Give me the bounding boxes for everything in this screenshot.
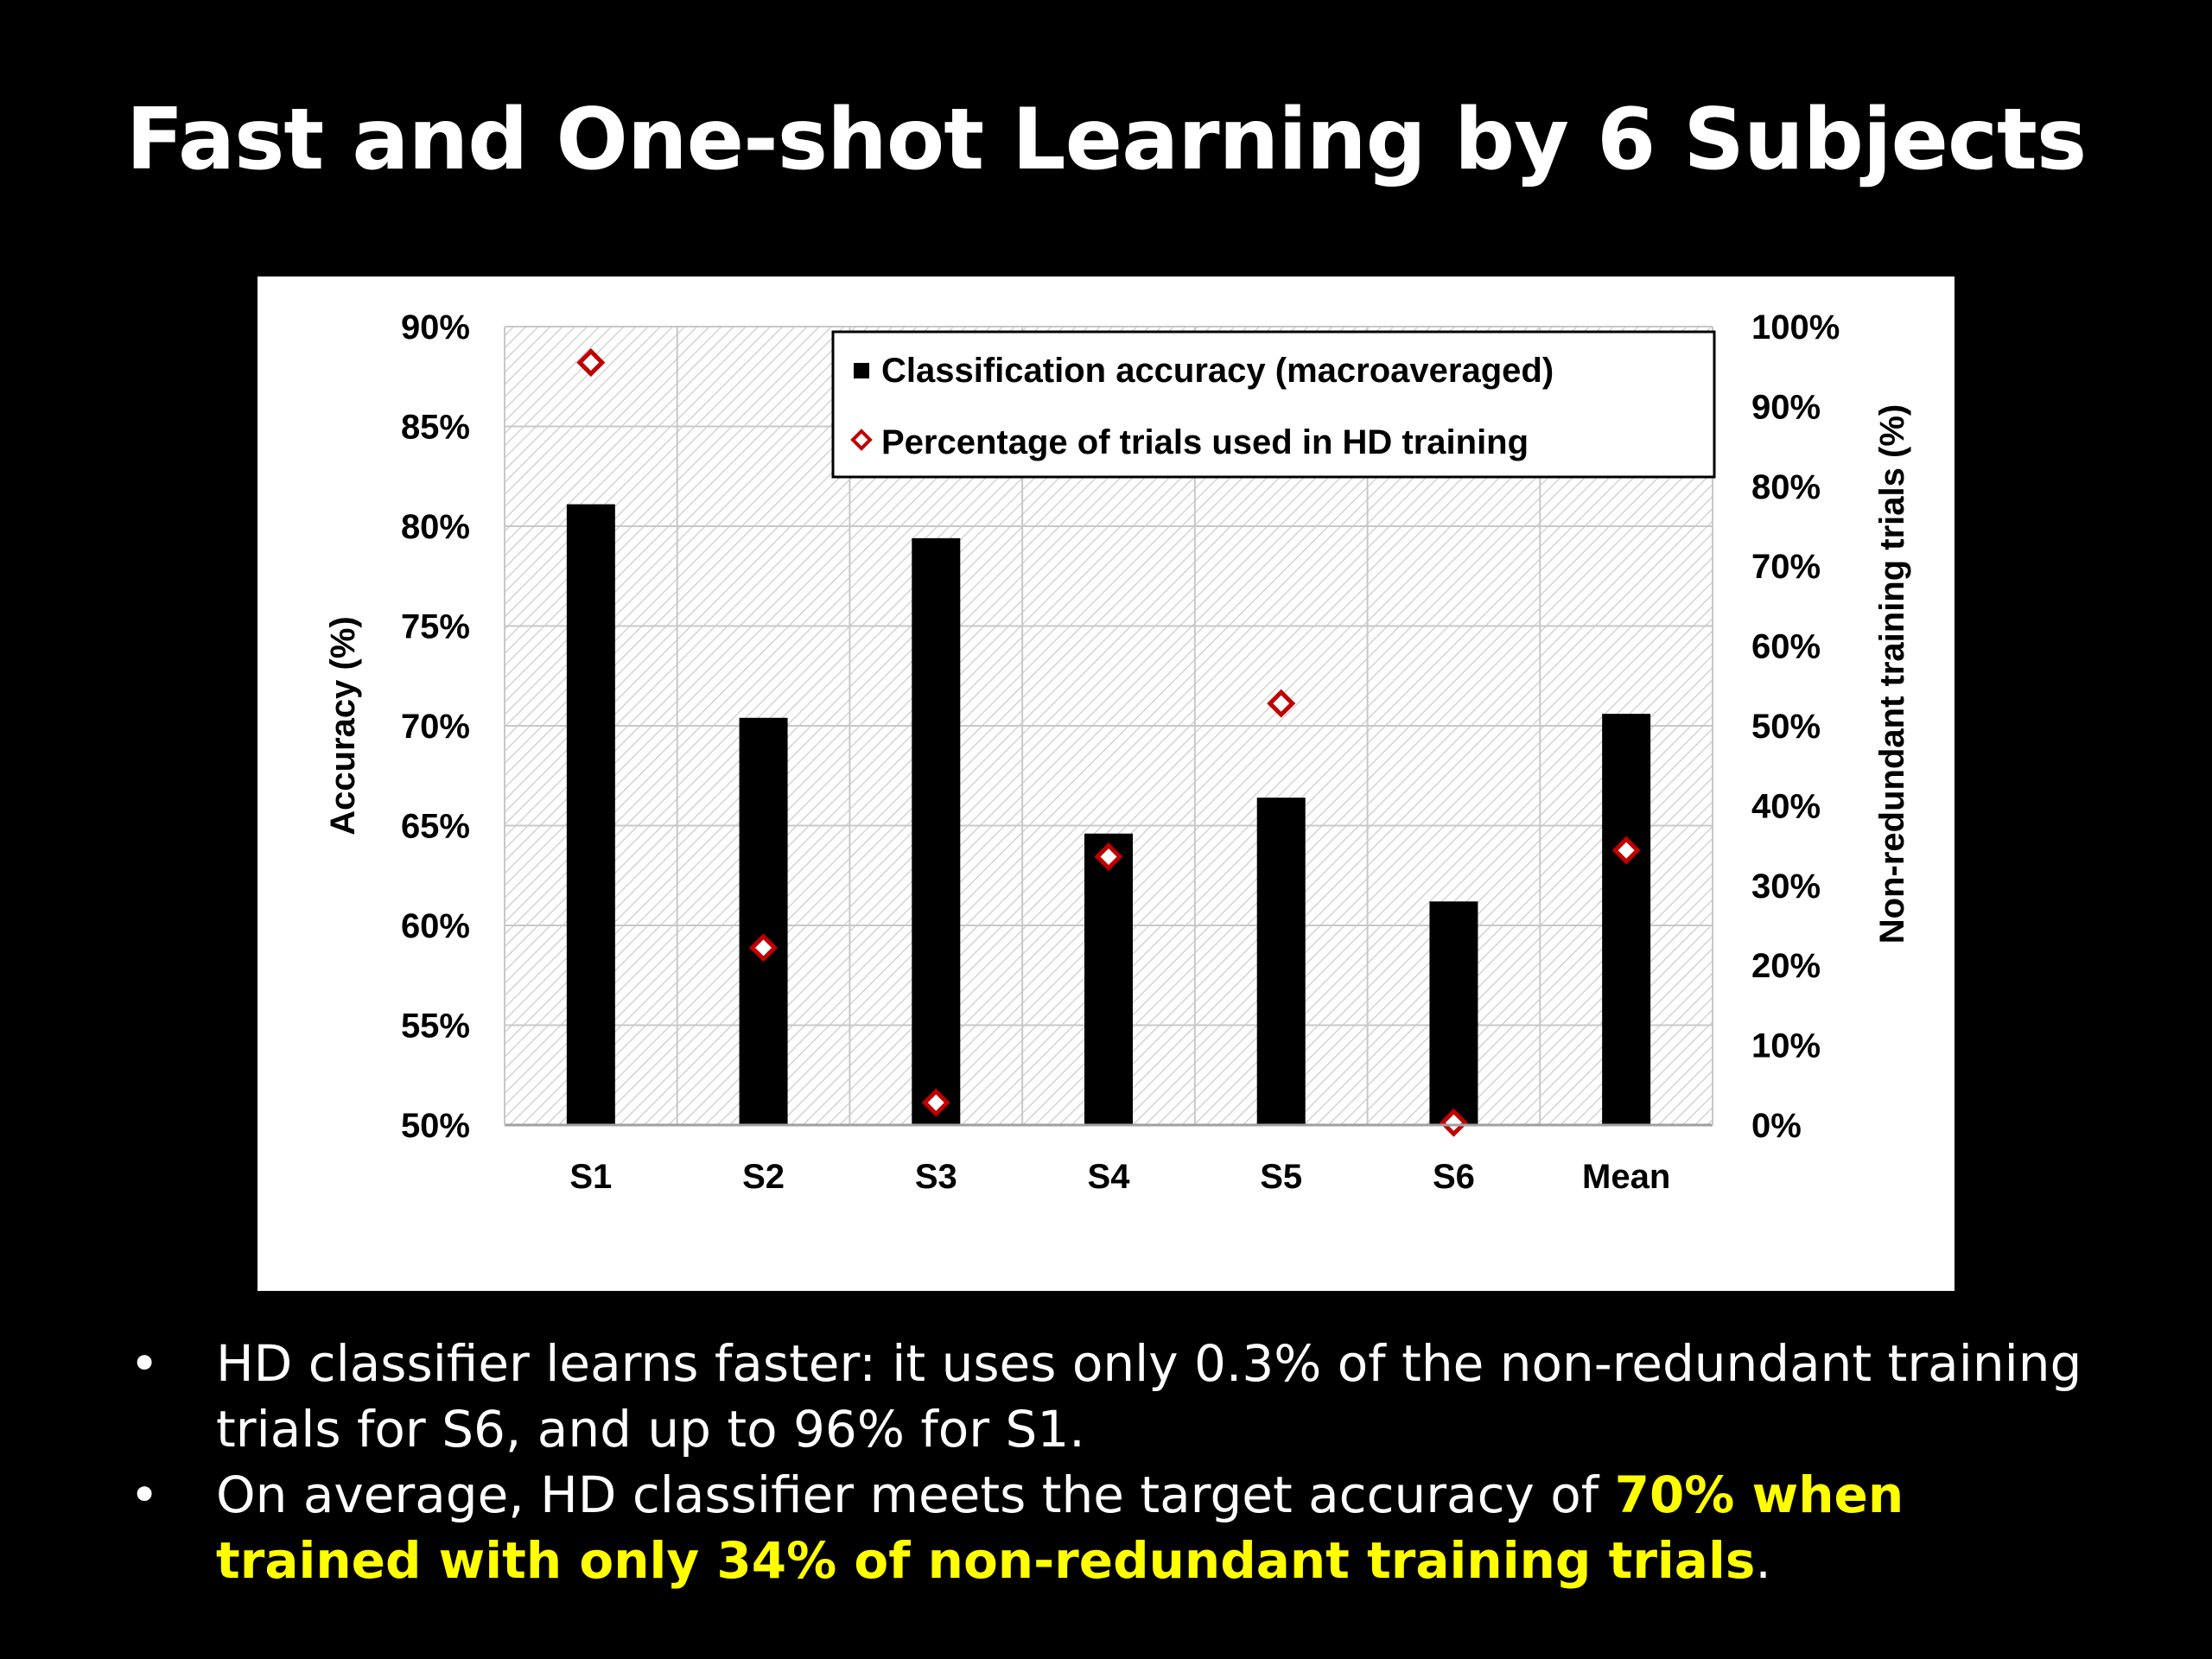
x-tick-label: S1	[569, 1158, 612, 1196]
y-right-tick-label: 50%	[1751, 708, 1821, 746]
y-right-tick-label: 0%	[1751, 1107, 1802, 1145]
y-left-tick-label: 50%	[401, 1107, 470, 1145]
y-right-tick-label: 60%	[1751, 628, 1821, 666]
marker-mean	[1611, 836, 1641, 865]
y-left-tick-label: 80%	[401, 508, 470, 546]
y-right-tick-label: 20%	[1751, 947, 1821, 985]
marker-s3	[921, 1088, 950, 1117]
bullet-text: On average, HD classifier meets the targ…	[216, 1465, 1615, 1524]
bar-s5	[1256, 798, 1306, 1125]
x-tick-label: S5	[1260, 1158, 1302, 1196]
bar-mean	[1602, 714, 1651, 1125]
y-right-axis-title: Non-redundant training trials (%)	[1873, 404, 1911, 944]
chart-panel: 50% 55% 60% 65% 70% 75% 80% 85% 90% 0% 10% 20% 30% 40…	[257, 276, 1955, 1291]
marker-s6	[1439, 1108, 1468, 1137]
bullet-marker: •	[130, 1465, 160, 1524]
legend-swatch-bar	[854, 363, 869, 378]
x-tick-label: S3	[915, 1158, 957, 1196]
marker-s5	[1267, 689, 1296, 718]
y-right-tick-label: 10%	[1751, 1027, 1821, 1065]
bullet-marker: •	[130, 1334, 160, 1393]
bullet-text: .	[1755, 1531, 1771, 1590]
marker-s1	[576, 348, 606, 378]
bullet-highlight-text: 70% when trained with only 34% of non-re…	[216, 1465, 1904, 1590]
y-left-axis-title: Accuracy (%)	[324, 616, 362, 835]
bullet-item: • HD classifier learns faster: it uses on…	[130, 1331, 2117, 1462]
marker-s4	[1094, 842, 1123, 872]
y-left-tick-label: 65%	[401, 808, 470, 846]
legend-label-trials: Percentage of trials used in HD training	[881, 423, 1529, 461]
slide-title: Fast and One-shot Learning by 6 Subjects	[125, 91, 2087, 189]
y-left-tick-label: 55%	[401, 1007, 470, 1046]
y-left-tick-label: 90%	[401, 308, 470, 346]
bar-s1	[566, 504, 615, 1125]
bar-s6	[1429, 901, 1478, 1125]
legend: Classification accuracy (macroaveraged) P…	[831, 330, 1716, 479]
y-right-tick-label: 80%	[1751, 468, 1821, 506]
legend-box	[831, 330, 1716, 479]
y-left-tick-label: 70%	[401, 708, 470, 746]
marker-s2	[749, 933, 779, 963]
x-tick-label: S4	[1088, 1158, 1131, 1196]
x-tick-label: Mean	[1582, 1158, 1670, 1196]
x-tick-label: S6	[1433, 1158, 1475, 1196]
bullet-list: • HD classifier learns faster: it uses on…	[130, 1331, 2117, 1593]
bullet-item: • On average, HD classifier meets the tar…	[130, 1462, 2117, 1593]
y-left-tick-label: 75%	[401, 608, 470, 646]
marker-series	[576, 348, 1641, 1137]
y-right-tick-label: 30%	[1751, 868, 1821, 906]
bullet-text: HD classifier learns faster: it uses onl…	[216, 1334, 2082, 1459]
axes: 50% 55% 60% 65% 70% 75% 80% 85% 90% 0% 10% 20% 30% 40…	[324, 308, 1911, 1196]
y-right-tick-label: 40%	[1751, 787, 1821, 825]
legend-label-accuracy: Classification accuracy (macroaveraged)	[881, 352, 1554, 390]
y-left-tick-label: 60%	[401, 907, 470, 945]
y-right-tick-label: 90%	[1751, 388, 1821, 426]
chart: 50% 55% 60% 65% 70% 75% 80% 85% 90% 0% 10% 20% 30% 40…	[324, 308, 1911, 1196]
x-tick-label: S2	[742, 1158, 785, 1196]
y-left-tick-label: 85%	[401, 409, 470, 447]
legend-swatch-diamond	[850, 429, 873, 451]
y-right-tick-label: 70%	[1751, 548, 1821, 586]
y-right-tick-label: 100%	[1751, 308, 1840, 346]
bar-s3	[912, 537, 961, 1125]
bar-series	[566, 504, 1651, 1125]
bar-s2	[739, 717, 788, 1125]
bar-s4	[1084, 833, 1133, 1125]
